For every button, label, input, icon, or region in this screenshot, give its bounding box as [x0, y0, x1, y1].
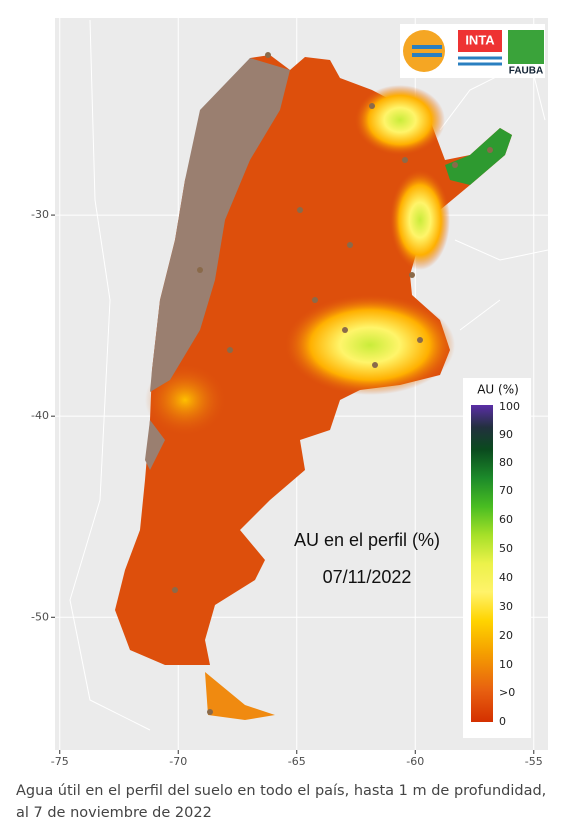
logo-fauba [508, 30, 544, 64]
map-label: AU en el perfil (%) [294, 530, 440, 550]
legend-label: 90 [499, 428, 513, 441]
legend-label: >0 [499, 686, 515, 699]
logo-inta [458, 30, 502, 52]
andes [150, 58, 290, 392]
y-tick-label: -50 [31, 610, 49, 623]
caption: Agua útil en el perfil del suelo en todo… [16, 783, 547, 821]
y-tick-label: -30 [31, 208, 49, 221]
logo-waves [412, 45, 442, 57]
logo-sun [403, 30, 445, 72]
tierra-del-fuego [205, 672, 275, 720]
legend-title: AU (%) [477, 383, 519, 397]
wet-area [285, 295, 455, 395]
legend-label: 50 [499, 542, 513, 555]
legend-label: 0 [499, 715, 506, 728]
wet-area [390, 170, 450, 270]
y-tick-label: -40 [31, 409, 49, 422]
wet-area [355, 85, 445, 155]
legend-label: 30 [499, 600, 513, 613]
legend-label: 40 [499, 571, 513, 584]
map: INTA FAUBA AU en el perfil (%) 07/11/202… [31, 18, 549, 768]
logo-text: INTA [465, 32, 495, 47]
legend-label: 10 [499, 658, 513, 671]
logo-text: FAUBA [509, 66, 543, 77]
x-tick-label: -70 [169, 755, 187, 768]
andes [145, 420, 165, 470]
x-tick-label: -55 [525, 755, 543, 768]
stations [172, 52, 493, 715]
legend-label: 70 [499, 484, 513, 497]
legend-bar [471, 405, 493, 722]
x-tick-label: -65 [288, 755, 306, 768]
logo-lines [458, 56, 502, 66]
legend-label: 20 [499, 629, 513, 642]
legend-label: 80 [499, 456, 513, 469]
x-tick-label: -60 [406, 755, 424, 768]
map-date: 07/11/2022 [323, 567, 412, 587]
x-tick-label: -75 [51, 755, 69, 768]
wet-area [445, 128, 512, 185]
legend-label: 100 [499, 400, 520, 413]
legend-label: 60 [499, 513, 513, 526]
